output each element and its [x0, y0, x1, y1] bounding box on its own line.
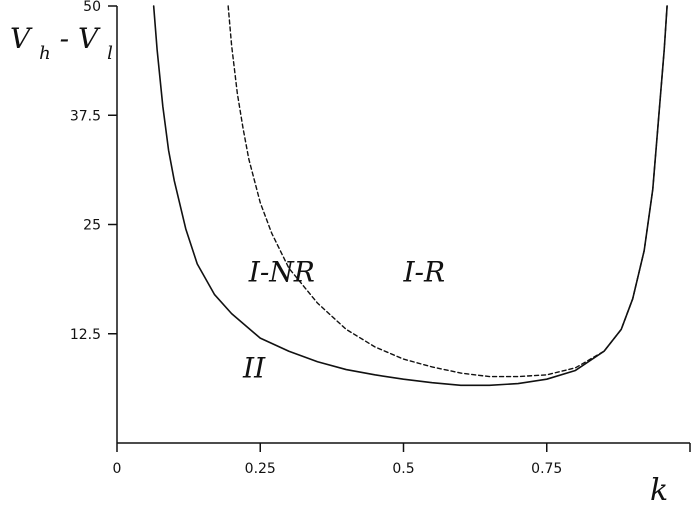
y-tick-label: 37.5: [70, 108, 101, 124]
x-tick-label: 0.25: [245, 461, 276, 477]
y-axis-title-separator: -: [60, 22, 69, 55]
dashed-boundary-curve: [227, 5, 668, 378]
axes-layer: [116, 6, 690, 444]
y-axis-title-sub2: l: [107, 43, 113, 64]
annotations-layer: II I-NR I-R: [242, 255, 445, 384]
x-tick-label: 0.5: [392, 461, 414, 477]
y-tick-label: 12.5: [70, 327, 101, 343]
ticks-layer: 0 0.25 0.5 0.75 12.5 25 37.5 50: [70, 0, 691, 477]
x-tick-label: 0.75: [531, 461, 562, 477]
y-axis-title-main2: V: [78, 22, 101, 55]
y-axis-title-main: V: [10, 22, 33, 55]
region-label-ir: I-R: [403, 255, 446, 288]
region-label-ii: II: [242, 351, 266, 384]
y-axis-title-sub1: h: [39, 43, 51, 64]
x-axis-title: k: [650, 473, 668, 508]
x-tick-label: 0: [113, 461, 122, 477]
region-label-inr: I-NR: [248, 255, 315, 288]
y-tick-label: 25: [83, 218, 101, 234]
y-tick-label: 50: [83, 0, 101, 15]
y-axis-title: V h - V l: [10, 22, 113, 64]
curves-layer: [152, 5, 668, 387]
solid-boundary-curve: [152, 5, 668, 387]
